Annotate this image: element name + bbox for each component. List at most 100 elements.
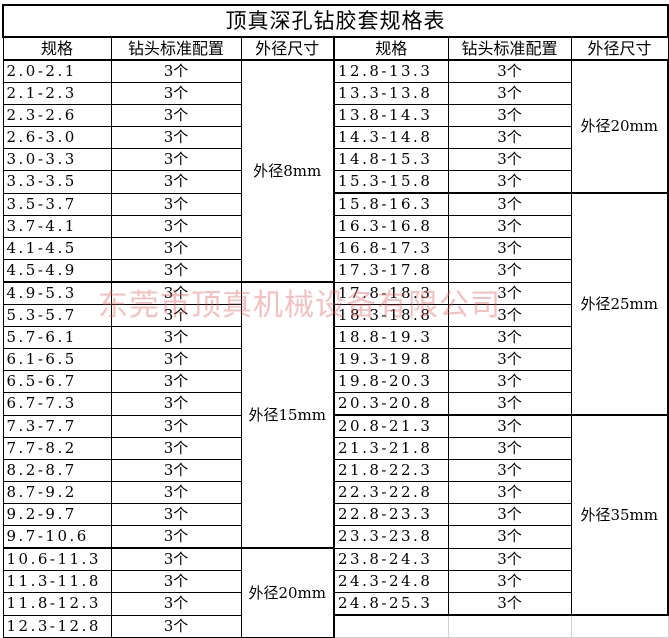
config-cell: 3个 bbox=[110, 192, 242, 216]
config-cell: 3个 bbox=[447, 215, 572, 238]
config-cell: 3个 bbox=[110, 592, 242, 616]
spec-cell: 3.3-3.5 bbox=[2, 170, 112, 194]
config-cell: 3个 bbox=[110, 348, 242, 371]
table-row: 4.9-5.3 3个 外径15mm 17.8-18.3 3个 bbox=[2, 281, 668, 549]
config-cell: 3个 bbox=[110, 126, 242, 149]
config-cell: 3个 bbox=[110, 215, 242, 238]
table-row: 3.5-3.7 3个 15.8-16.3 3个 外径25mm bbox=[2, 192, 669, 416]
outer-diameter-group: 外径15mm bbox=[240, 281, 335, 549]
spec-cell: 12.3-12.8 bbox=[2, 614, 112, 638]
config-cell: 3个 bbox=[110, 392, 242, 416]
spec-cell: 23.8-24.3 bbox=[333, 547, 449, 571]
config-cell: 3个 bbox=[447, 525, 572, 549]
spec-cell: 3.5-3.7 bbox=[2, 192, 112, 216]
table-row: 2.1-2.3 3个 13.3-13.8 3个 bbox=[2, 82, 668, 105]
config-cell: 3个 bbox=[110, 370, 242, 393]
spec-cell: 13.3-13.8 bbox=[333, 82, 449, 105]
config-cell: 3个 bbox=[447, 259, 572, 283]
config-cell: 3个 bbox=[110, 570, 242, 593]
table-row: 7.7-8.2 3个 21.3-21.8 3个 bbox=[2, 437, 668, 460]
spec-cell: 15.8-16.3 bbox=[333, 192, 449, 216]
spec-cell: 11.3-11.8 bbox=[2, 570, 112, 593]
table-row: 6.1-6.5 3个 19.3-19.8 3个 bbox=[2, 348, 668, 371]
header-row: 规格 钻头标准配置 外径尺寸 规格 钻头标准配置 外径尺寸 bbox=[2, 36, 669, 61]
spec-cell: 6.1-6.5 bbox=[2, 348, 112, 371]
config-cell: 3个 bbox=[110, 614, 242, 638]
spec-cell: 21.8-22.3 bbox=[333, 459, 449, 482]
header-outer-diameter: 外径尺寸 bbox=[570, 36, 669, 61]
config-cell: 3个 bbox=[447, 570, 572, 593]
table-row: 3.7-4.1 3个 16.3-16.8 3个 bbox=[2, 215, 668, 238]
table-row: 10.6-11.3 3个 外径20mm 23.8-24.3 3个 bbox=[2, 547, 668, 638]
spec-cell: 2.6-3.0 bbox=[2, 126, 112, 149]
spec-cell: 13.8-14.3 bbox=[333, 104, 449, 127]
outer-diameter-group: 外径35mm bbox=[570, 414, 669, 616]
empty-cell bbox=[447, 614, 572, 638]
spec-cell: 22.3-22.8 bbox=[333, 481, 449, 504]
config-cell: 3个 bbox=[447, 281, 572, 305]
config-cell: 3个 bbox=[110, 304, 242, 327]
spec-cell: 8.2-8.7 bbox=[2, 459, 112, 482]
config-cell: 3个 bbox=[447, 370, 572, 393]
table-row: 9.2-9.7 3个 22.8-23.3 3个 bbox=[2, 503, 668, 526]
spec-cell: 10.6-11.3 bbox=[2, 547, 112, 571]
config-cell: 3个 bbox=[447, 237, 572, 260]
table-row: 6.7-7.3 3个 20.3-20.8 3个 bbox=[2, 392, 668, 416]
table-row: 8.2-8.7 3个 21.8-22.3 3个 bbox=[2, 459, 668, 482]
spec-cell: 18.8-19.3 bbox=[333, 326, 449, 349]
spec-cell: 15.3-15.8 bbox=[333, 170, 449, 194]
config-cell: 3个 bbox=[110, 414, 242, 438]
header-config: 钻头标准配置 bbox=[447, 36, 572, 61]
spec-cell: 23.3-23.8 bbox=[333, 525, 449, 549]
config-cell: 3个 bbox=[447, 592, 572, 616]
config-cell: 3个 bbox=[447, 503, 572, 526]
config-cell: 3个 bbox=[110, 148, 242, 171]
spec-cell: 9.2-9.7 bbox=[2, 503, 112, 526]
table-row: 11.8-12.3 3个 24.8-25.3 3个 bbox=[2, 592, 668, 616]
config-cell: 3个 bbox=[447, 326, 572, 349]
config-cell: 3个 bbox=[447, 59, 572, 83]
config-cell: 3个 bbox=[447, 481, 572, 504]
config-cell: 3个 bbox=[447, 348, 572, 371]
config-cell: 3个 bbox=[447, 82, 572, 105]
config-cell: 3个 bbox=[447, 148, 572, 171]
table-row: 11.3-11.8 3个 24.3-24.8 3个 bbox=[2, 570, 668, 593]
outer-diameter-group: 外径20mm bbox=[570, 59, 669, 194]
config-cell: 3个 bbox=[110, 525, 242, 549]
table-row: 3.0-3.3 3个 14.8-15.3 3个 bbox=[2, 148, 668, 171]
spec-cell: 8.7-9.2 bbox=[2, 481, 112, 504]
spec-cell: 24.8-25.3 bbox=[333, 592, 449, 616]
config-cell: 3个 bbox=[110, 326, 242, 349]
config-cell: 3个 bbox=[447, 126, 572, 149]
config-cell: 3个 bbox=[110, 82, 242, 105]
table-row: 2.0-2.1 3个 外径8mm 12.8-13.3 3个 外径20mm bbox=[2, 59, 669, 283]
spec-cell: 7.3-7.7 bbox=[2, 414, 112, 438]
header-spec: 规格 bbox=[2, 36, 112, 61]
table-title: 顶真深孔钻胶套规格表 bbox=[2, 4, 669, 38]
config-cell: 3个 bbox=[110, 237, 242, 260]
spec-cell: 20.3-20.8 bbox=[333, 392, 449, 416]
table-row: 8.7-9.2 3个 22.3-22.8 3个 bbox=[2, 481, 668, 504]
spec-cell: 17.3-17.8 bbox=[333, 259, 449, 283]
spec-cell: 5.7-6.1 bbox=[2, 326, 112, 349]
outer-diameter-group: 外径8mm bbox=[240, 59, 335, 283]
config-cell: 3个 bbox=[447, 437, 572, 460]
config-cell: 3个 bbox=[447, 392, 572, 416]
empty-cell bbox=[333, 614, 449, 638]
spec-cell: 2.0-2.1 bbox=[2, 59, 112, 83]
config-cell: 3个 bbox=[447, 459, 572, 482]
spec-cell: 11.8-12.3 bbox=[2, 592, 112, 616]
table-row: 2.3-2.6 3个 13.8-14.3 3个 bbox=[2, 104, 668, 127]
table-row: 3.3-3.5 3个 15.3-15.8 3个 bbox=[2, 170, 668, 194]
config-cell: 3个 bbox=[110, 170, 242, 194]
spec-cell: 4.1-4.5 bbox=[2, 237, 112, 260]
spec-cell: 22.8-23.3 bbox=[333, 503, 449, 526]
spec-cell: 19.3-19.8 bbox=[333, 348, 449, 371]
config-cell: 3个 bbox=[447, 414, 572, 438]
drill-sleeve-spec-table: 顶真深孔钻胶套规格表 规格 钻头标准配置 外径尺寸 规格 钻头标准配置 外径尺寸… bbox=[2, 4, 669, 638]
empty-cell bbox=[570, 614, 669, 638]
header-spec: 规格 bbox=[333, 36, 449, 61]
spec-cell: 5.3-5.7 bbox=[2, 304, 112, 327]
spec-cell: 24.3-24.8 bbox=[333, 570, 449, 593]
spec-cell: 16.3-16.8 bbox=[333, 215, 449, 238]
